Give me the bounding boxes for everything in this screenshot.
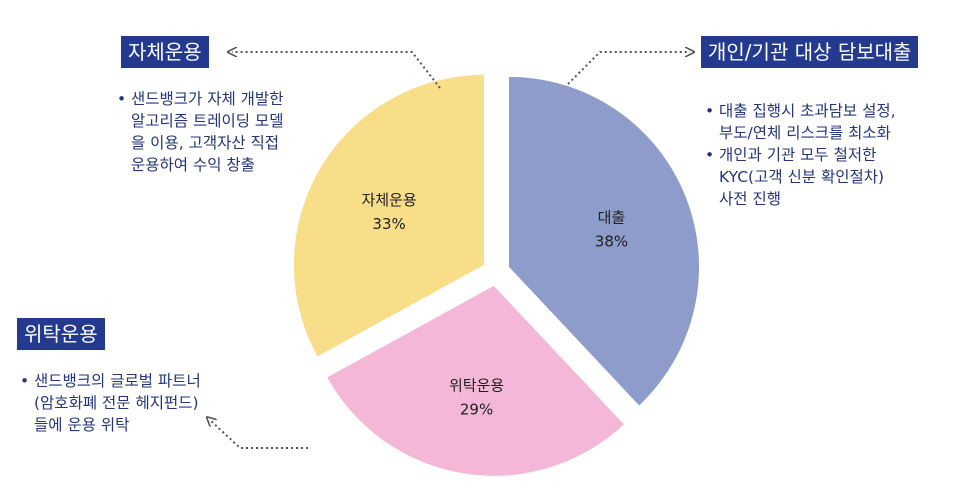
connector-self: [232, 52, 441, 89]
trust-operation-bullets: 샌드뱅크의 글로벌 파트너 (암호화폐 전문 헤지펀드) 들에 운용 위탁: [20, 370, 270, 436]
trust-operation-tag: 위탁운용: [17, 318, 105, 350]
pie-slice-2: [327, 285, 624, 476]
bullet-text: 샌드뱅크가 자체 개발한 알고리즘 트레이딩 모델 을 이용, 고객자산 직접 …: [131, 90, 284, 174]
slice-label: 위탁운용: [449, 377, 504, 395]
bullet-text: 개인과 기관 모두 철저한 KYC(고객 신분 확인절차) 사전 진행: [719, 146, 885, 208]
slice-value-label: 38%: [595, 232, 628, 250]
loan-tag: 개인/기관 대상 담보대출: [701, 36, 919, 68]
connector-loan: [567, 52, 690, 85]
bullet-item: 샌드뱅크의 글로벌 파트너 (암호화폐 전문 헤지펀드) 들에 운용 위탁: [20, 370, 270, 436]
bullet-item: 샌드뱅크가 자체 개발한 알고리즘 트레이딩 모델 을 이용, 고객자산 직접 …: [117, 88, 357, 176]
bullet-item: 대출 집행시 초과담보 설정, 부도/연체 리스크를 최소화: [705, 100, 960, 144]
loan-bullets: 대출 집행시 초과담보 설정, 부도/연체 리스크를 최소화 개인과 기관 모두…: [705, 100, 960, 210]
slice-label: 자체운용: [361, 191, 416, 209]
self-operation-bullets: 샌드뱅크가 자체 개발한 알고리즘 트레이딩 모델 을 이용, 고객자산 직접 …: [117, 88, 357, 176]
bullet-text: 대출 집행시 초과담보 설정, 부도/연체 리스크를 최소화: [719, 102, 896, 142]
bullet-text: 샌드뱅크의 글로벌 파트너 (암호화폐 전문 헤지펀드) 들에 운용 위탁: [34, 372, 201, 434]
bullet-item: 개인과 기관 모두 철저한 KYC(고객 신분 확인절차) 사전 진행: [705, 144, 960, 210]
pie-slice-1: [509, 76, 700, 406]
slice-value-label: 29%: [460, 401, 493, 419]
slice-value-label: 33%: [372, 215, 405, 233]
self-operation-tag: 자체운용: [121, 36, 209, 68]
slice-label: 대출: [598, 208, 626, 226]
